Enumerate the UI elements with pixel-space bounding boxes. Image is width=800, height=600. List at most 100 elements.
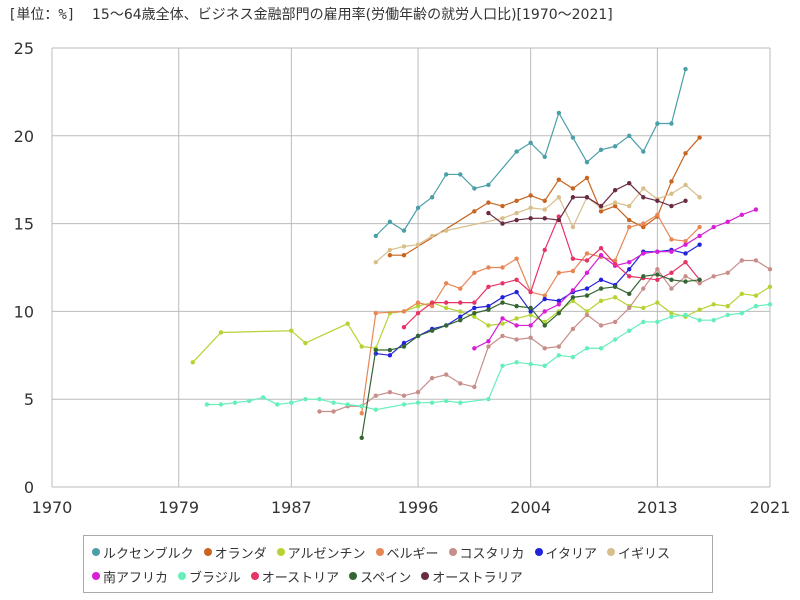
y-tick-label: 25 [14,39,34,58]
data-point [401,344,407,349]
data-point [528,361,533,367]
legend-item: オーストラリア [421,564,523,588]
data-point [401,253,407,258]
data-point [669,277,674,282]
data-point [500,295,505,300]
data-point [415,389,421,395]
data-point [500,333,505,339]
data-point [683,238,688,244]
data-point [458,381,463,386]
data-point [711,274,716,279]
data-point [373,260,379,265]
legend-label: 南アフリカ [103,570,169,586]
data-point [232,400,238,405]
data-point [542,363,547,369]
data-point [472,186,477,191]
data-point [683,279,688,284]
data-point [500,221,505,226]
data-point [359,435,364,441]
data-point [373,393,379,398]
data-point [697,281,702,286]
data-point [584,309,590,314]
data-point [641,319,646,325]
data-point [641,274,646,279]
data-point [500,216,505,221]
y-tick-label: 10 [14,302,34,321]
data-point [401,244,407,249]
data-point [542,216,547,221]
data-point [570,195,576,200]
data-point [612,188,618,193]
data-point [542,309,547,314]
data-point [612,144,618,149]
series-line [361,213,701,414]
data-point [500,265,505,270]
data-point [514,303,519,309]
legend-label: オランダ [214,546,267,562]
data-point [697,195,702,200]
data-point [556,110,562,116]
data-point [683,66,688,72]
data-point [528,323,533,328]
data-point [528,140,533,146]
data-point [612,284,618,290]
data-point [458,172,463,177]
legend-marker-icon [92,572,100,580]
data-point [697,233,702,239]
data-point [528,305,533,311]
legend-item: ルクセンブルク [92,540,194,564]
data-point [528,205,533,210]
data-point [401,309,407,314]
data-point [401,340,407,346]
legend-label: オーストラリア [432,570,523,586]
data-point [598,245,604,251]
legend-marker-icon [534,548,543,556]
data-point [542,154,547,160]
data-point [415,310,421,316]
data-point [683,312,688,318]
data-point [289,328,294,333]
data-point [584,270,590,275]
data-point [641,186,646,191]
x-tick-label: 2013 [637,498,678,517]
legend-label: イタリア [545,546,598,562]
data-point [373,407,379,412]
data-point [753,303,759,309]
legend-marker-icon [421,572,430,580]
data-point [598,147,604,153]
data-point [612,319,618,325]
data-point [556,302,562,307]
legend-label: オーストリア [261,570,340,586]
data-point [359,411,364,416]
data-point [443,305,449,311]
data-point [655,212,660,218]
data-point [429,328,435,333]
data-point [739,291,745,297]
data-point [514,217,519,223]
data-point [570,354,576,360]
chart-legend: ルクセンブルク オランダ アルゼンチン ベルギー コスタリカ イタリア イギリス 南アフリカ ブ… [83,535,713,593]
data-point [472,305,477,311]
data-point [429,303,435,309]
data-point [415,205,421,210]
data-point [317,397,322,402]
data-point [739,310,745,316]
data-point [697,224,702,230]
series-line [192,286,771,363]
data-point [528,193,533,198]
data-point [359,344,364,349]
legend-item: オーストリア [250,564,340,588]
x-tick-label: 2021 [750,498,791,517]
data-point [317,409,322,414]
data-point [683,251,688,256]
data-point [514,256,519,261]
data-point [542,293,547,298]
data-point [711,317,716,323]
data-point [598,286,604,291]
data-point [359,404,364,409]
legend-marker-icon [448,548,457,556]
data-point [612,261,618,267]
x-tick-label: 1987 [271,498,312,517]
data-point [429,400,435,405]
data-point [415,300,421,305]
